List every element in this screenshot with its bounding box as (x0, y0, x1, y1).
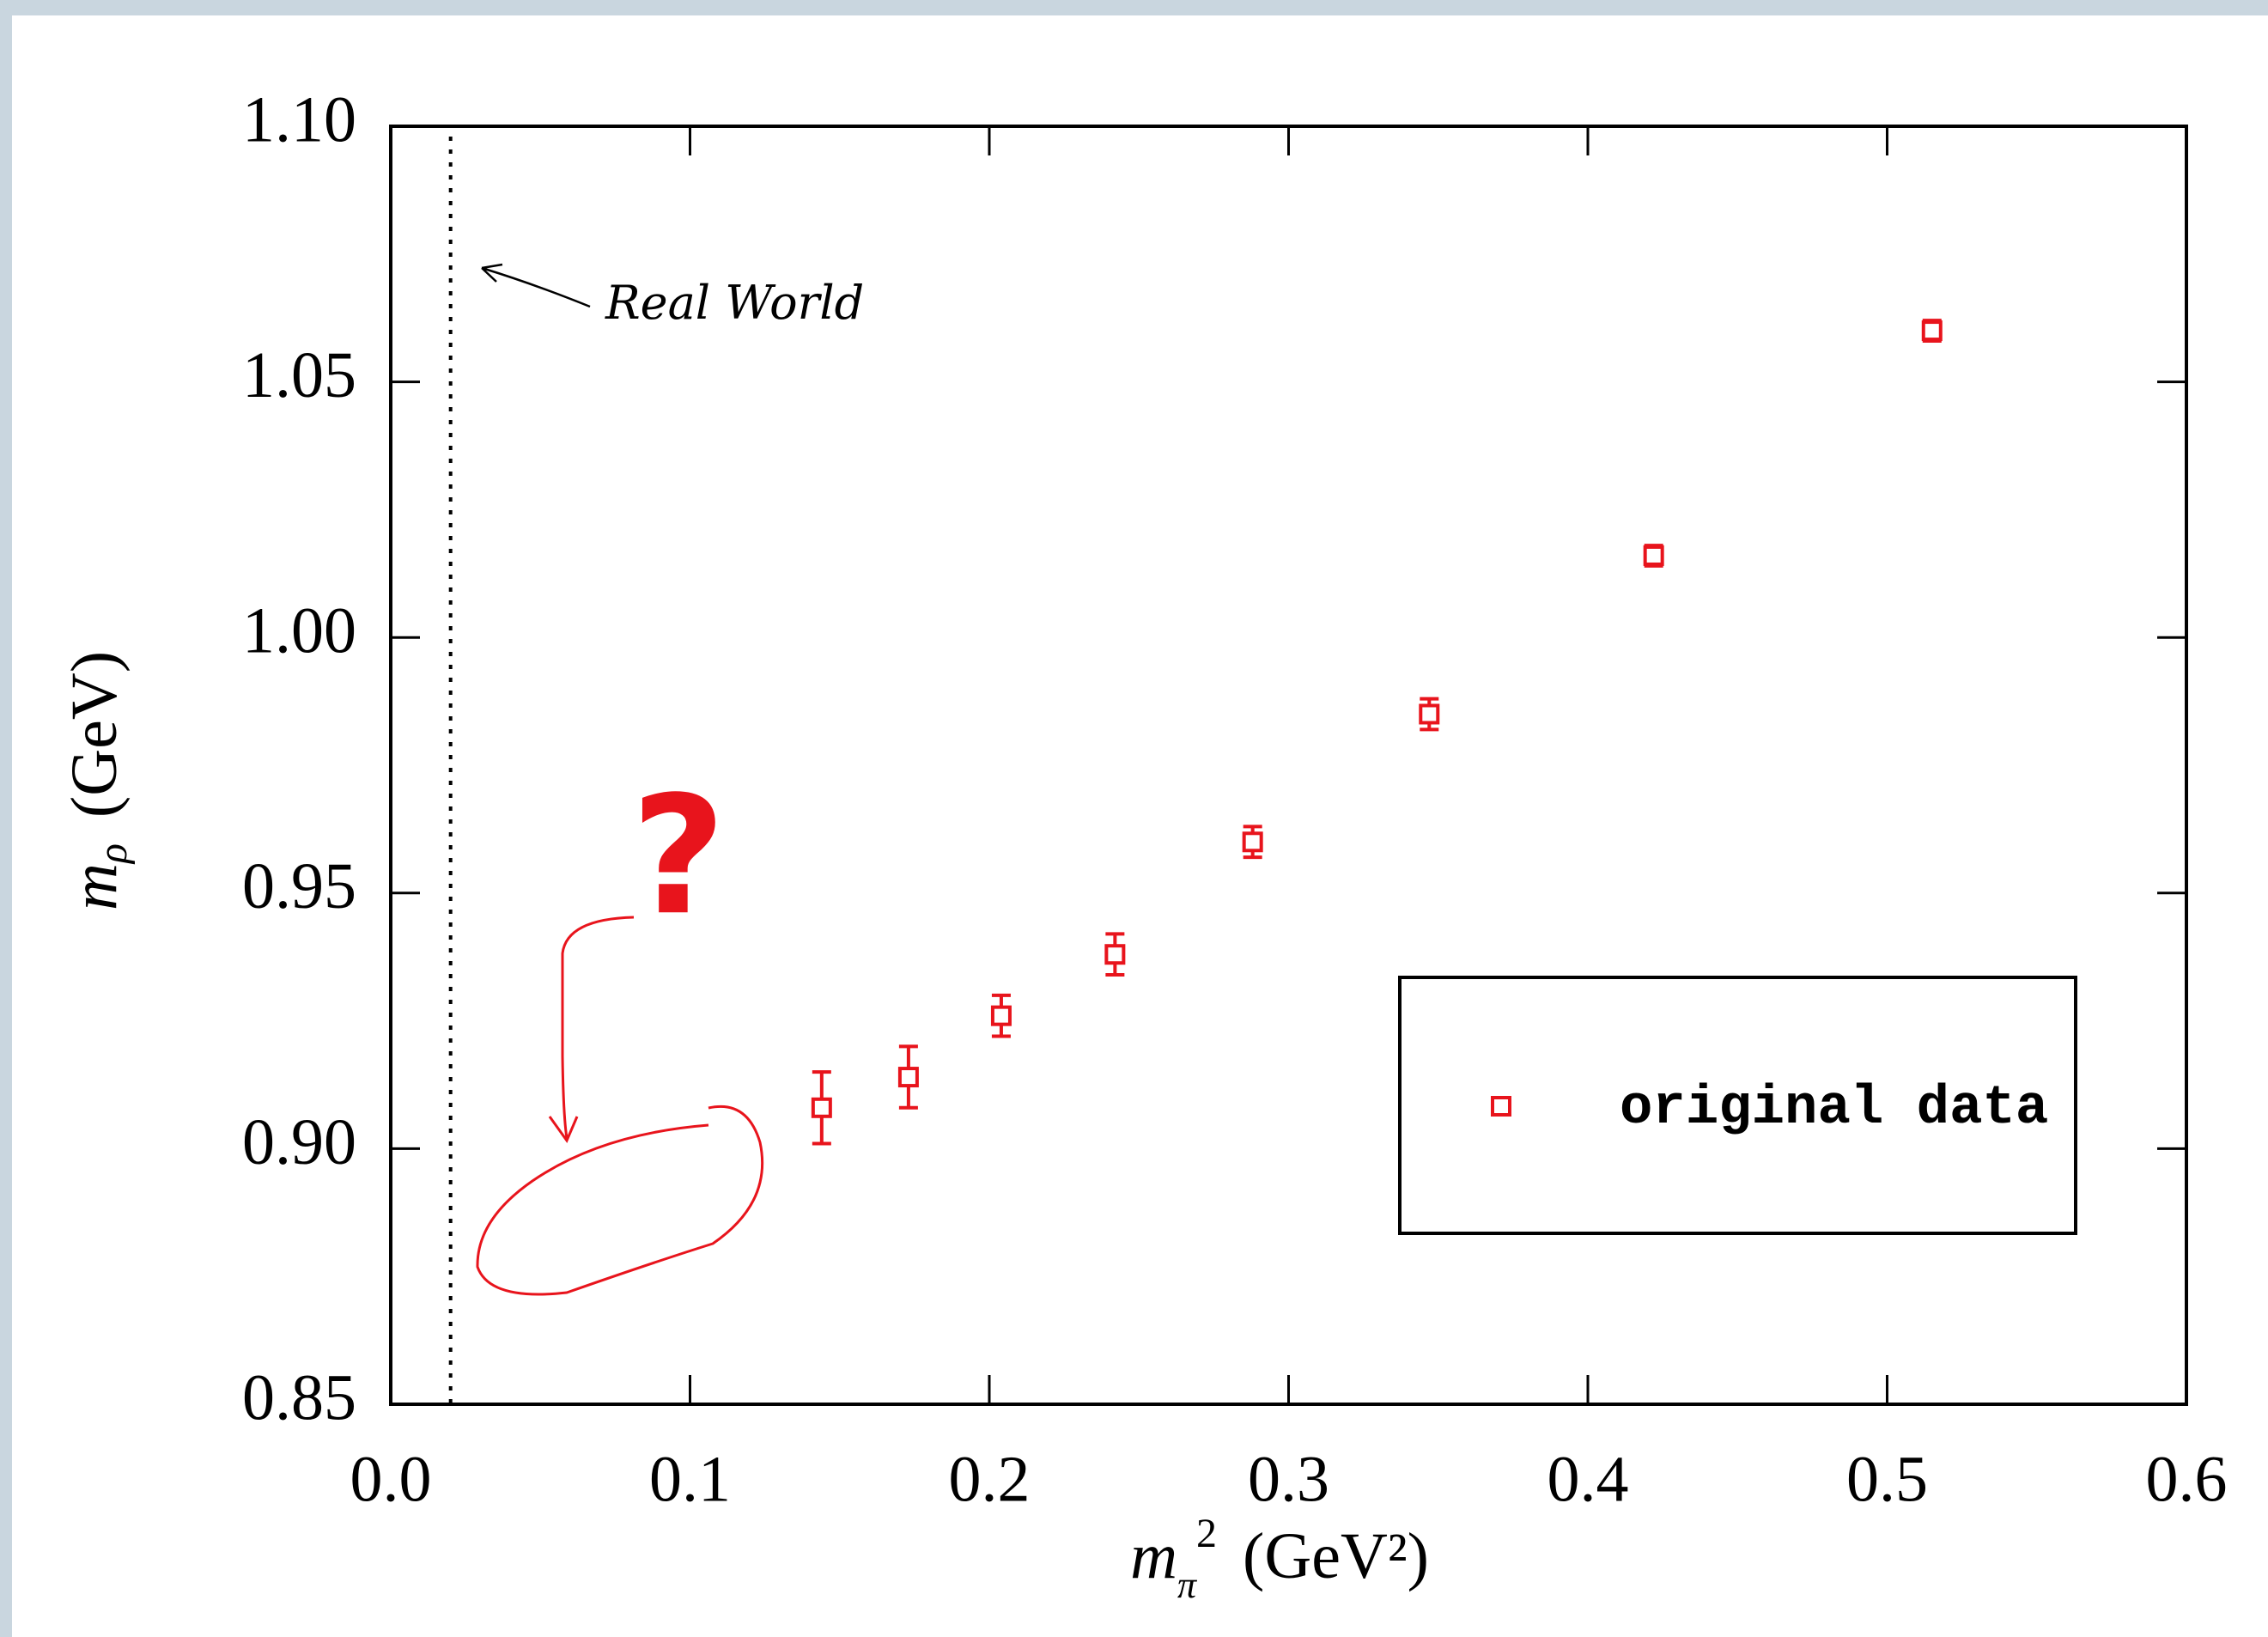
y-tick-label: 1.10 (242, 83, 356, 155)
x-tick-label: 0.6 (2146, 1443, 2228, 1515)
hand-arrow (548, 916, 635, 1144)
legend-marker (1491, 1096, 1511, 1117)
x-axis-title: mπ 2 (GeV²) (1130, 1511, 1429, 1606)
point (897, 1067, 919, 1088)
y-tick-label: 1.05 (242, 339, 356, 411)
x-tick-label: 0.2 (949, 1443, 1031, 1515)
hand-ellipse (476, 1105, 764, 1296)
y-tick-label: 1.00 (242, 595, 356, 667)
y-tick-label: 0.95 (242, 850, 356, 922)
legend-label: original data (1620, 1078, 2048, 1140)
y-unit: (GeV) (58, 651, 131, 818)
x-tick-label: 0.3 (1248, 1443, 1329, 1515)
x-tick-label: 0.0 (350, 1443, 432, 1515)
x-tick-label: 0.1 (649, 1443, 731, 1515)
legend-box (1398, 976, 2077, 1235)
question-mark: ? (631, 761, 726, 951)
x-tick-label: 0.4 (1547, 1443, 1629, 1515)
label-arrow (481, 263, 591, 308)
point (990, 1005, 1012, 1026)
point (811, 1097, 832, 1118)
x-tick-label: 0.5 (1846, 1443, 1928, 1515)
slide (12, 15, 2268, 1637)
point (1104, 944, 1126, 965)
x-subscript: π (1177, 1564, 1198, 1606)
point (1921, 320, 1943, 342)
x-symbol: m (1130, 1520, 1177, 1592)
x-superscript: 2 (1196, 1511, 1217, 1556)
x-unit: (GeV²) (1243, 1520, 1429, 1592)
point (1643, 545, 1664, 566)
y-symbol: m (58, 863, 131, 910)
y-axis-title: mρ (GeV) (58, 651, 136, 910)
point (1419, 703, 1440, 725)
y-tick-label: 0.90 (242, 1106, 356, 1178)
point (1242, 831, 1263, 853)
y-subscript: ρ (90, 843, 136, 865)
reference-label: Real World (605, 276, 864, 330)
y-tick-label: 0.85 (242, 1361, 356, 1433)
